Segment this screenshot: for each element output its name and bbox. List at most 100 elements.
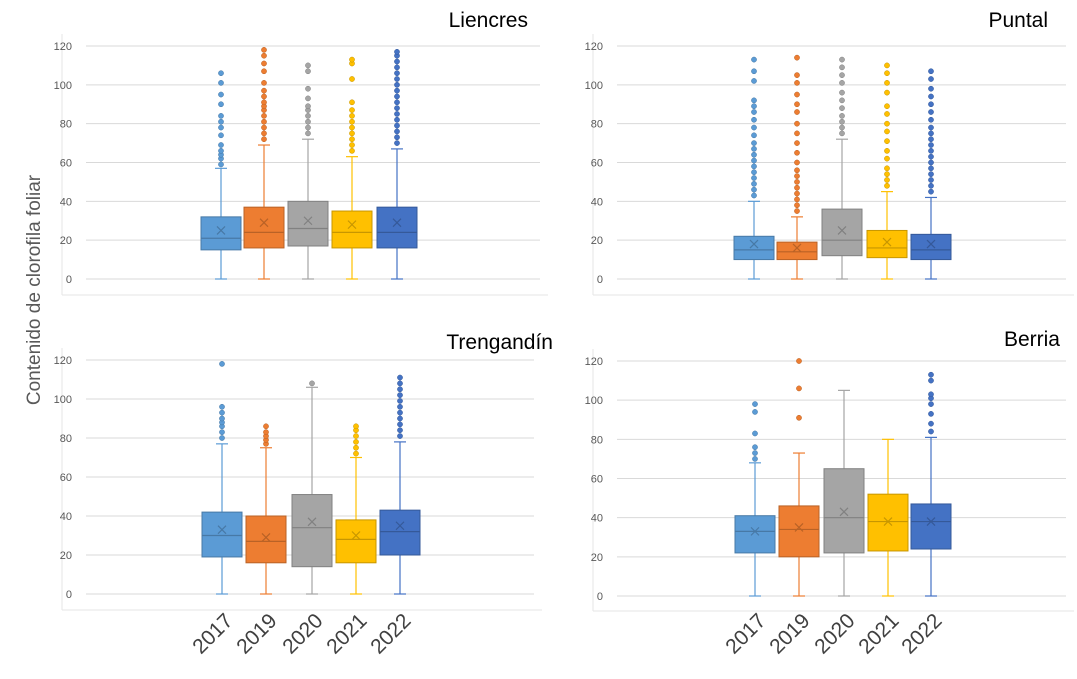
- panel-1: 0 20 40 60 80 100 120 Puntal: [585, 9, 1074, 296]
- mean-marker: [303, 216, 313, 226]
- y-tick-label: 60: [591, 158, 603, 170]
- outlier-point: [794, 184, 800, 191]
- box-2021: [331, 56, 373, 280]
- outlier-point: [751, 175, 757, 181]
- outlier-point: [752, 456, 758, 462]
- mean-marker: [307, 517, 317, 527]
- box-2022: [910, 68, 952, 280]
- outlier-point: [397, 386, 403, 393]
- outlier-point: [261, 113, 267, 119]
- outlier-point: [349, 142, 355, 148]
- outlier-point: [394, 134, 400, 141]
- box-2017: [734, 401, 776, 597]
- iqr-box: [200, 216, 242, 251]
- y-tick-label: 40: [591, 196, 603, 208]
- outlier-point: [928, 420, 934, 427]
- box-2022: [379, 374, 421, 595]
- outlier-point: [751, 68, 757, 75]
- outlier-point: [928, 68, 934, 75]
- y-tick-label: 20: [60, 235, 72, 247]
- outlier-point: [261, 80, 267, 86]
- outlier-point: [794, 130, 800, 137]
- outlier-point: [219, 435, 225, 441]
- outlier-point: [884, 182, 890, 189]
- outlier-point: [397, 392, 403, 398]
- outlier-point: [796, 385, 802, 392]
- outlier-point: [261, 124, 267, 131]
- mean-marker: [347, 220, 357, 230]
- outlier-point: [794, 149, 800, 156]
- outlier-point: [305, 62, 311, 69]
- outlier-point: [839, 124, 845, 131]
- box-2017: [201, 361, 243, 595]
- outlier-point: [839, 130, 845, 137]
- outlier-point: [928, 182, 934, 189]
- outlier-point: [261, 60, 267, 67]
- iqr-box: [823, 468, 865, 554]
- outlier-point: [794, 80, 800, 86]
- outlier-point: [928, 136, 934, 143]
- outlier-point: [839, 80, 845, 86]
- outlier-point: [794, 72, 800, 78]
- y-tick-label: 20: [591, 552, 603, 564]
- outlier-point: [928, 148, 934, 154]
- outlier-point: [751, 146, 757, 152]
- outlier-point: [394, 105, 400, 111]
- outlier-point: [219, 429, 225, 435]
- outlier-point: [394, 93, 400, 100]
- x-category-label: 2022: [897, 609, 946, 658]
- outlier-point: [794, 196, 800, 203]
- outlier-point: [261, 118, 267, 125]
- outlier-point: [305, 95, 311, 102]
- outlier-point: [839, 113, 845, 119]
- outlier-point: [928, 101, 934, 108]
- outlier-point: [839, 72, 845, 78]
- y-tick-label: 0: [66, 589, 72, 601]
- outlier-point: [751, 151, 757, 158]
- outlier-point: [839, 118, 845, 125]
- outlier-point: [884, 62, 890, 69]
- outlier-point: [884, 120, 890, 127]
- outlier-point: [884, 89, 890, 96]
- iqr-box: [201, 511, 243, 558]
- outlier-point: [353, 423, 359, 430]
- outlier-point: [349, 136, 355, 143]
- outlier-point: [219, 403, 225, 410]
- x-category-label: 2021: [322, 609, 371, 658]
- y-tick-label: 100: [54, 394, 72, 406]
- box-2017: [200, 70, 242, 280]
- iqr-box: [291, 494, 333, 568]
- outlier-point: [397, 398, 403, 404]
- outlier-point: [794, 173, 800, 179]
- mean-marker: [883, 517, 893, 527]
- outlier-point: [349, 113, 355, 119]
- iqr-box: [243, 206, 285, 249]
- y-tick-label: 40: [60, 511, 72, 523]
- outlier-point: [394, 140, 400, 146]
- outlier-point: [796, 358, 802, 364]
- x-category-label: 2020: [278, 609, 327, 658]
- outlier-point: [397, 403, 403, 410]
- mean-marker: [792, 243, 802, 253]
- outlier-point: [218, 70, 224, 77]
- box-2022: [376, 48, 418, 280]
- iqr-box: [821, 208, 863, 257]
- outlier-point: [884, 111, 890, 117]
- box-2021: [867, 438, 909, 597]
- x-category-label: 2019: [765, 609, 814, 658]
- y-tick-label: 20: [60, 550, 72, 562]
- mean-marker: [261, 533, 271, 542]
- mean-marker: [351, 531, 361, 540]
- outlier-point: [261, 99, 267, 106]
- mean-marker: [392, 218, 402, 228]
- box-2019: [243, 47, 285, 280]
- outlier-point: [839, 97, 845, 104]
- box-2019: [778, 358, 820, 597]
- outlier-point: [218, 91, 224, 98]
- outlier-point: [349, 76, 355, 82]
- mean-marker: [926, 239, 936, 249]
- mean-marker: [749, 239, 759, 249]
- outlier-point: [752, 444, 758, 451]
- iqr-box: [778, 505, 820, 558]
- outlier-point: [353, 450, 359, 457]
